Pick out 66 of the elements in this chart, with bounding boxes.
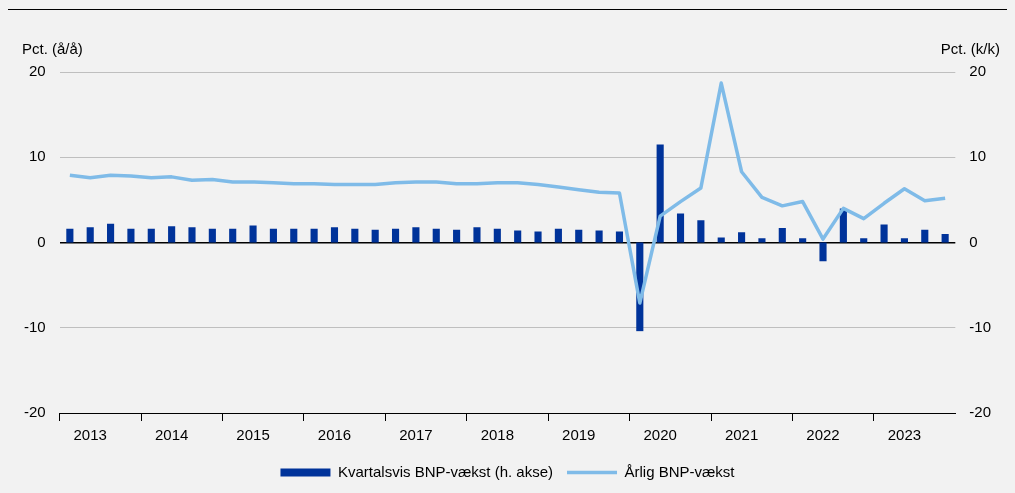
y-tick-label: -20 [23, 403, 46, 421]
bar [554, 228, 562, 243]
bar [290, 228, 298, 243]
bar [147, 228, 155, 243]
bar [208, 228, 216, 243]
bar [697, 220, 705, 243]
bar [310, 228, 318, 243]
bar [453, 229, 461, 243]
bar [941, 233, 949, 243]
x-tick-label: 2014 [154, 426, 189, 444]
y-tick-label: 0 [37, 232, 46, 250]
x-tick-label: 2018 [480, 426, 515, 444]
bar [575, 229, 583, 243]
bar [676, 213, 685, 243]
bar [351, 228, 359, 243]
bar [880, 224, 888, 243]
bar [269, 228, 277, 243]
bar [900, 238, 908, 243]
bar [86, 227, 94, 243]
bar [799, 238, 807, 243]
x-tick-label: 2020 [643, 426, 677, 444]
bar [615, 231, 624, 243]
bar [819, 242, 827, 262]
y2-tick-label: 20 [969, 62, 987, 80]
bar [717, 237, 725, 243]
x-tick-label: 2013 [73, 426, 107, 444]
bar [860, 238, 868, 243]
x-tick-label: 2017 [399, 426, 433, 444]
bar [432, 228, 440, 243]
bar [493, 228, 501, 243]
y-tick-label: 10 [28, 147, 46, 165]
bar [107, 223, 115, 243]
bar [188, 227, 196, 243]
bar [738, 232, 746, 243]
x-tick-label: 2023 [887, 426, 922, 444]
bar [168, 226, 176, 243]
bar [127, 228, 135, 243]
y-axis-title: Pct. (å/å) [22, 39, 83, 57]
x-tick-label: 2016 [317, 426, 352, 444]
bar [412, 227, 420, 243]
y-tick-label: -10 [23, 317, 46, 335]
bar [595, 230, 603, 243]
bar [66, 228, 74, 243]
legend-label: Kvartalsvis BNP-vækst (h. akse) [337, 462, 554, 480]
y2-tick-label: -20 [969, 403, 992, 421]
x-tick-label: 2022 [806, 426, 840, 444]
y-tick-label: 20 [28, 62, 46, 80]
y2-tick-label: -10 [969, 317, 992, 335]
y2-tick-label: 0 [969, 232, 978, 250]
bar [473, 227, 481, 243]
x-tick-label: 2019 [562, 426, 596, 444]
bar [778, 228, 786, 243]
bar [921, 229, 929, 243]
x-tick-label: 2021 [724, 426, 759, 444]
bar [229, 228, 237, 243]
bar [391, 228, 400, 243]
bar [330, 227, 339, 243]
bar [249, 225, 257, 243]
y2-tick-label: 10 [969, 147, 987, 165]
y2-axis-title: Pct. (k/k) [940, 39, 1000, 57]
bar [514, 230, 522, 243]
bar [758, 238, 766, 243]
x-tick-label: 2015 [236, 426, 270, 444]
bar [534, 231, 542, 243]
legend-label: Årlig BNP-vækst [624, 462, 736, 480]
bar [371, 229, 379, 243]
